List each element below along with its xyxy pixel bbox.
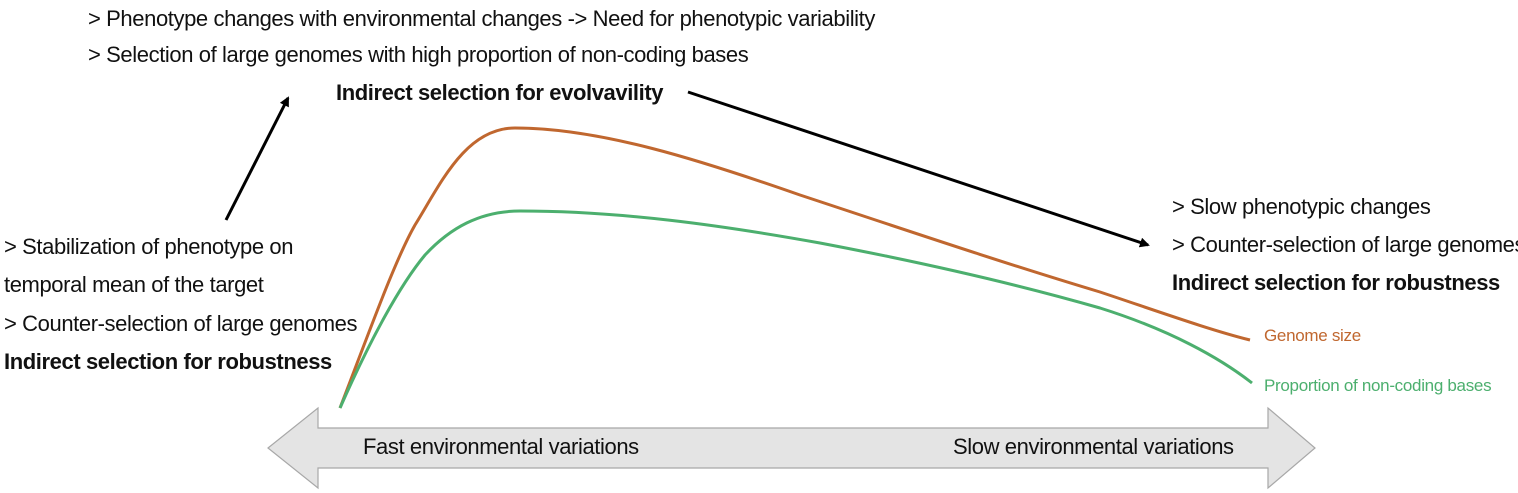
left-line-1: > Stabilization of phenotype on bbox=[4, 234, 294, 259]
environment-axis-arrow bbox=[267, 406, 1316, 490]
genome-size-label: Genome size bbox=[1264, 326, 1361, 345]
right-line-2: > Counter-selection of large genomes bbox=[1172, 232, 1518, 257]
left-line-3: > Counter-selection of large genomes bbox=[4, 311, 358, 336]
right-robustness-heading: Indirect selection for robustness bbox=[1172, 270, 1500, 295]
slow-variations-label: Slow environmental variations bbox=[953, 434, 1234, 459]
arrow-to-robustness bbox=[687, 90, 1150, 248]
left-line-2: temporal mean of the target bbox=[4, 272, 264, 297]
noncoding-curve bbox=[338, 209, 1253, 409]
top-line-2: > Selection of large genomes with high p… bbox=[88, 42, 749, 67]
fast-variations-label: Fast environmental variations bbox=[363, 434, 639, 459]
top-line-1: > Phenotype changes with environmental c… bbox=[88, 6, 875, 31]
evolvability-heading: Indirect selection for evolvavility bbox=[336, 80, 664, 105]
left-robustness-heading: Indirect selection for robustness bbox=[4, 349, 332, 374]
arrow-to-evolvability bbox=[224, 96, 290, 221]
right-line-1: > Slow phenotypic changes bbox=[1172, 194, 1431, 219]
noncoding-label: Proportion of non-coding bases bbox=[1264, 376, 1492, 395]
genome-size-curve bbox=[338, 126, 1251, 409]
